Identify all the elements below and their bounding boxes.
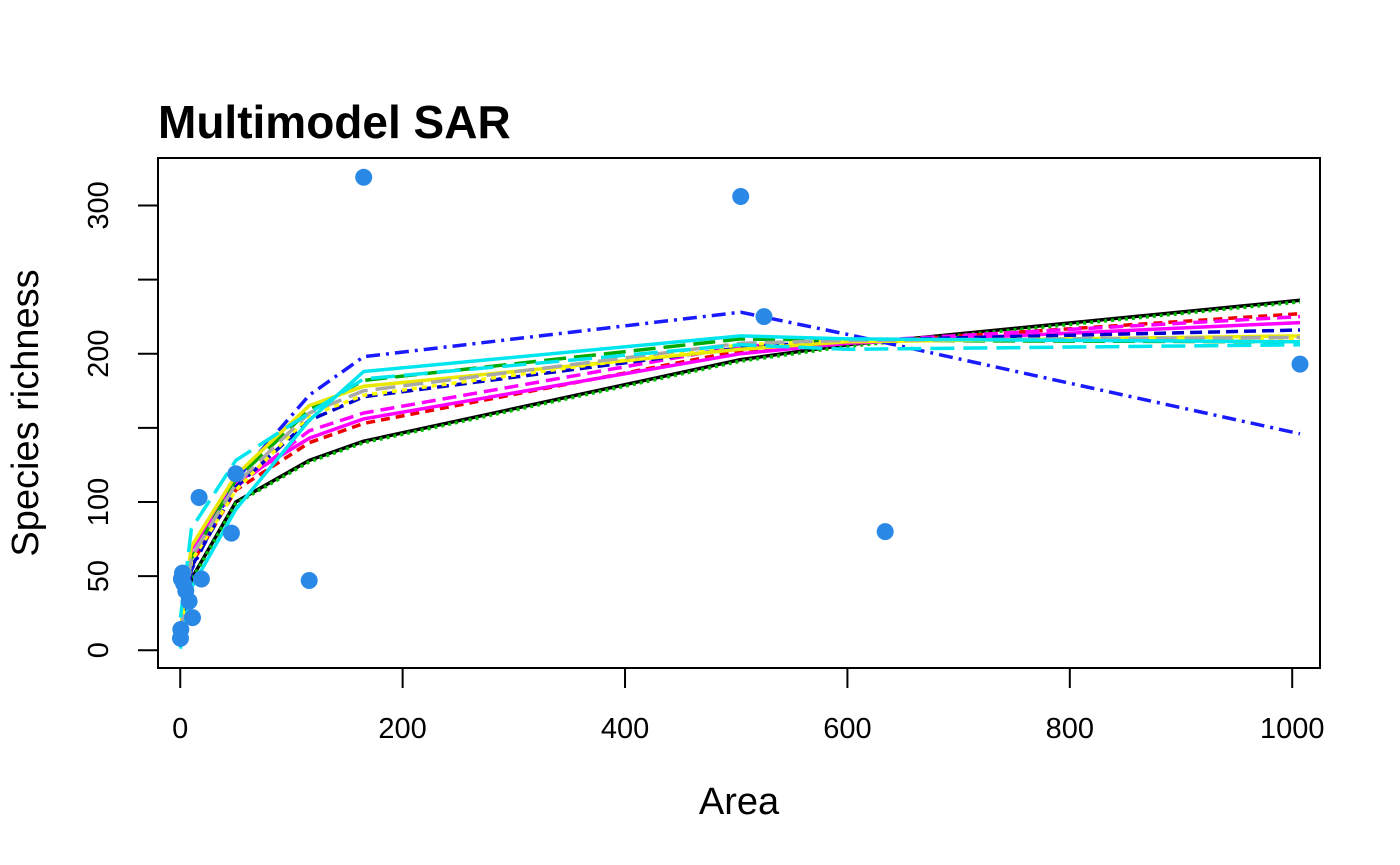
data-point-10	[192, 570, 210, 588]
fit-line-13	[178, 334, 1301, 650]
fit-line-12	[178, 343, 1301, 618]
data-point-15	[732, 188, 750, 205]
x-axis-label: Area	[699, 781, 780, 823]
fit-line-7	[178, 328, 1301, 639]
x-tick-label-1: 0	[172, 713, 188, 745]
data-point-12	[227, 465, 245, 483]
fit-line-5	[178, 320, 1301, 642]
data-point-16	[755, 308, 773, 326]
y-tick-label-1: 0	[83, 642, 115, 658]
x-axis: 0 200 400 600 800 1000	[172, 667, 1325, 745]
data-point-17	[876, 523, 894, 541]
x-tick-label-6: 1000	[1260, 713, 1325, 745]
x-tick-label-4: 600	[823, 713, 871, 745]
fit-line-3	[178, 311, 1301, 645]
y-axis-label: Species richness	[5, 269, 47, 556]
data-point-14	[355, 168, 373, 186]
data-point-2	[172, 621, 190, 638]
fit-line-1	[178, 298, 1301, 648]
fit-curves	[178, 298, 1301, 650]
y-axis: 0 50 100 200 300	[83, 181, 159, 658]
fit-line-9	[178, 334, 1301, 630]
fit-line-6	[178, 310, 1301, 636]
fit-line-11	[178, 335, 1301, 635]
x-tick-label-2: 200	[378, 713, 426, 745]
data-point-8	[184, 609, 201, 627]
x-tick-label-5: 800	[1046, 713, 1094, 745]
chart-title: Multimodel SAR	[158, 96, 511, 148]
y-tick-label-2: 50	[83, 560, 115, 592]
data-point-9	[190, 489, 208, 506]
x-tick-label-3: 400	[601, 713, 649, 745]
plot-frame	[157, 157, 1321, 669]
data-point-18	[1291, 355, 1309, 373]
observed-points	[172, 168, 1309, 647]
y-tick-label-7: 300	[83, 181, 115, 229]
y-tick-label-5: 200	[83, 330, 115, 378]
y-tick-label-3: 100	[83, 478, 115, 526]
data-point-7	[180, 592, 198, 610]
data-point-11	[222, 524, 240, 542]
data-point-13	[300, 572, 318, 589]
